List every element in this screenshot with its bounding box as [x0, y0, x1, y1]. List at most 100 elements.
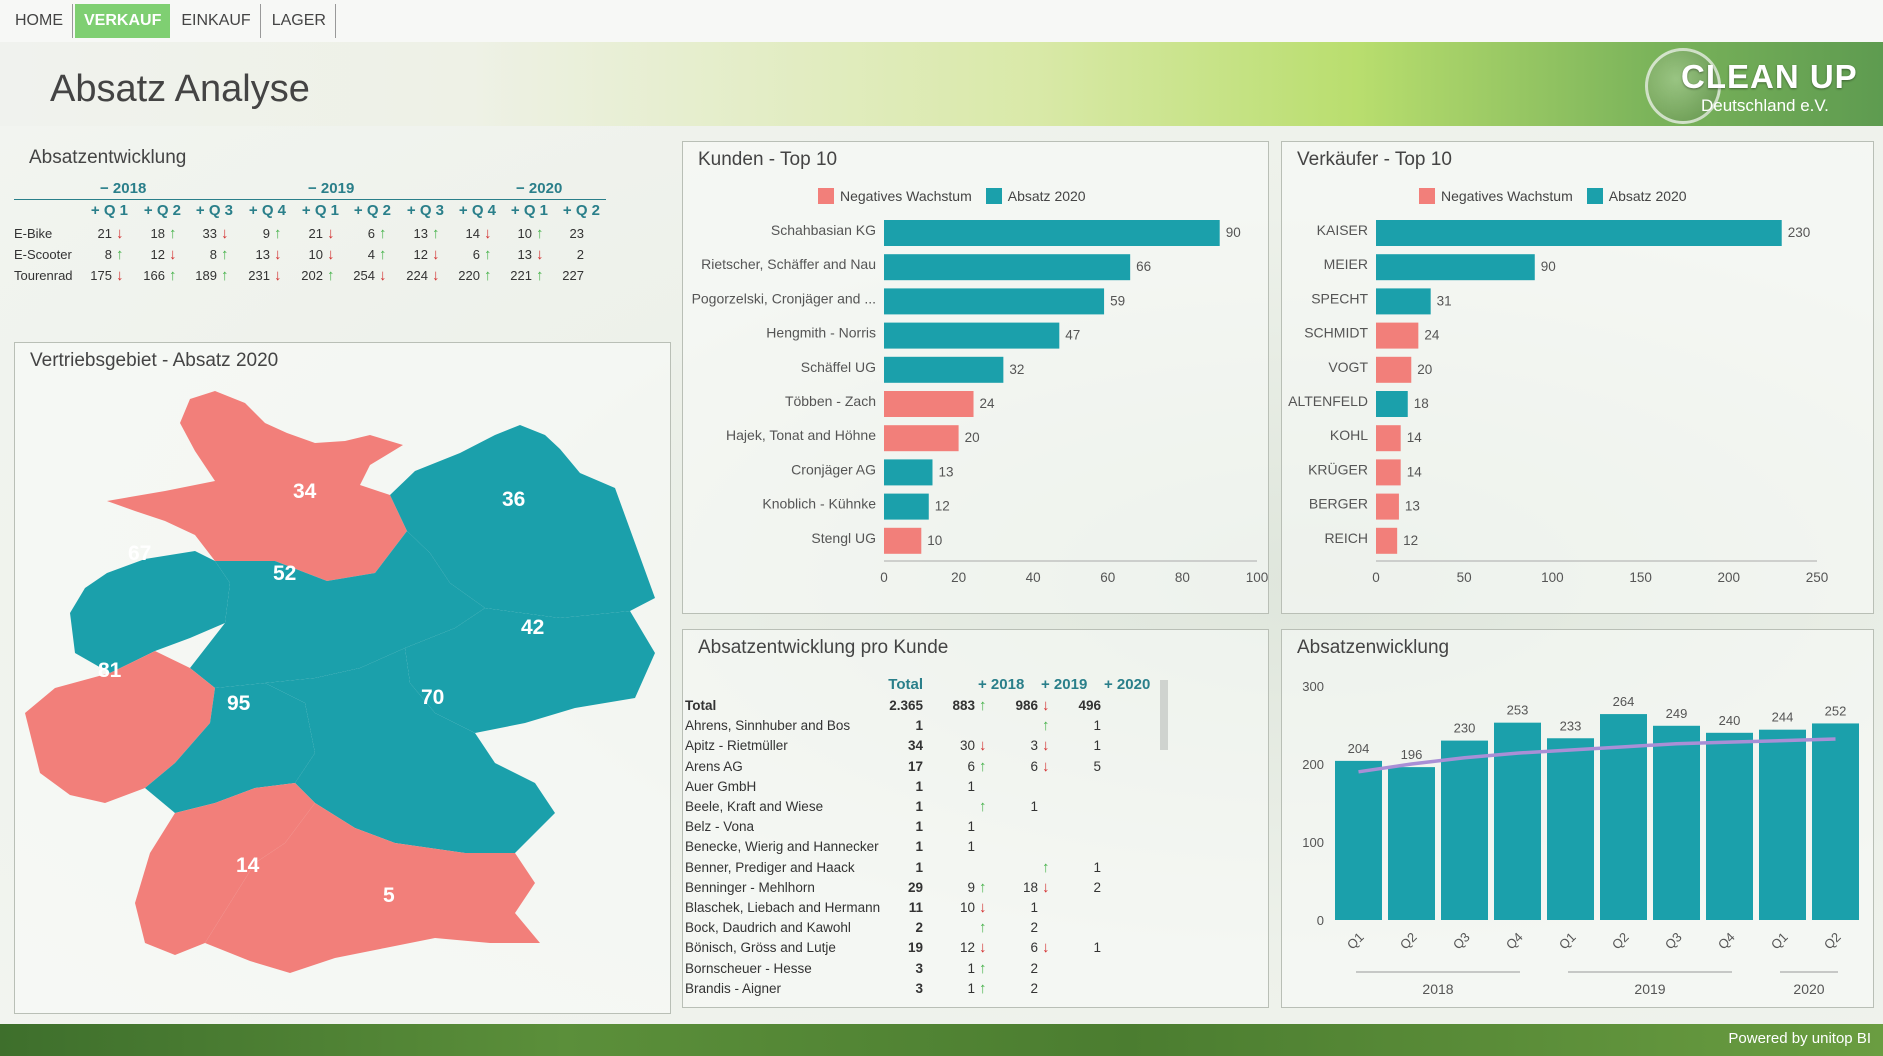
quarter-header[interactable]: + Q 2 [562, 202, 600, 219]
column-bar[interactable] [1812, 723, 1859, 920]
total-value: 1 [915, 718, 923, 734]
column-bar[interactable] [1388, 767, 1435, 920]
map-region-70[interactable] [265, 648, 555, 853]
quarter-header[interactable]: + Q 2 [353, 202, 391, 219]
bar[interactable] [884, 322, 1060, 349]
map-region-5[interactable] [205, 803, 540, 973]
column-header-2018[interactable]: + 2018 [978, 676, 1025, 693]
map-region-67[interactable] [70, 551, 230, 673]
quarter-header[interactable]: + Q 3 [406, 202, 444, 219]
arrow-down-icon: ↓ [116, 225, 124, 242]
page-title: Absatz Analyse [50, 68, 310, 110]
year-group-label: 2019 [1634, 981, 1665, 997]
cell-value: 2 [576, 247, 584, 262]
quarter-header[interactable]: + Q 2 [143, 202, 181, 219]
column-bar[interactable] [1547, 738, 1594, 920]
bar[interactable] [1376, 391, 1408, 417]
column-header-Total[interactable]: Total [888, 676, 923, 693]
map-region-34[interactable] [107, 391, 407, 581]
customer-name[interactable]: Belz - Vona [685, 819, 755, 835]
bar[interactable] [884, 356, 1004, 383]
y-tick-label: 200 [1302, 757, 1324, 772]
year-header-2020[interactable]: − 2020 [516, 180, 563, 197]
customer-name[interactable]: Bornscheuer - Hesse [685, 960, 812, 976]
map-region-52[interactable] [190, 531, 485, 688]
column-bar[interactable] [1759, 729, 1806, 920]
year-value: 2 [1030, 920, 1038, 936]
arrow-up-icon: ↑ [979, 757, 987, 775]
bar[interactable] [1376, 322, 1419, 349]
bar[interactable] [884, 288, 1105, 315]
customer-name[interactable]: Benecke, Wierig and Hannecker [685, 839, 879, 855]
table-scrollbar[interactable] [1160, 680, 1168, 750]
category-label: BERGER [1309, 496, 1368, 512]
tick-label: 100 [1246, 570, 1268, 585]
nav-lager[interactable]: LAGER [263, 4, 336, 38]
bar[interactable] [884, 493, 929, 520]
bar[interactable] [884, 220, 1220, 246]
column-bar[interactable] [1653, 725, 1700, 920]
year-value: 1 [1030, 900, 1038, 915]
chart-legend: Negatives Wachstum Absatz 2020 [1419, 188, 1687, 204]
customer-name[interactable]: Bönisch, Gröss and Lutje [685, 940, 836, 956]
customer-name[interactable]: Benninger - Mehlhorn [685, 879, 815, 895]
nav-home[interactable]: HOME [6, 4, 73, 38]
year-header-2018[interactable]: − 2018 [100, 180, 147, 197]
quarter-header[interactable]: + Q 4 [248, 202, 286, 219]
region-labels: 34 36 67 52 42 81 95 70 14 5 [98, 480, 544, 907]
map-region-label-5: 5 [383, 884, 395, 907]
kunde-table: Total + 2018 + 2019 + 2020 Total 2.365 883 ↑ 986… [683, 670, 1163, 1007]
bar[interactable] [884, 425, 959, 452]
arrow-down-icon: ↓ [979, 737, 987, 755]
year-header-2019[interactable]: − 2019 [308, 180, 355, 197]
customer-name[interactable]: Blaschek, Liebach and Hermann [685, 900, 881, 915]
bar[interactable] [884, 527, 922, 554]
bar[interactable] [1376, 459, 1401, 486]
cell-value: 33 [202, 226, 217, 241]
quarter-header[interactable]: + Q 3 [195, 202, 233, 219]
map-region-14[interactable] [135, 783, 315, 955]
customer-name[interactable]: Arens AG [685, 758, 743, 774]
map-region-95[interactable] [145, 683, 315, 813]
bar[interactable] [884, 254, 1131, 281]
nav-verkauf[interactable]: VERKAUF [75, 4, 171, 38]
bar[interactable] [1376, 527, 1398, 554]
column-header-2019[interactable]: + 2019 [1041, 676, 1088, 693]
tick-label: 80 [1175, 570, 1190, 585]
bar[interactable] [884, 459, 933, 486]
arrow-up-icon: ↑ [484, 267, 492, 284]
column-bar[interactable] [1441, 740, 1488, 920]
data-label: 13 [938, 464, 953, 479]
customer-name[interactable]: Brandis - Aigner [685, 980, 782, 996]
bar[interactable] [1376, 254, 1535, 281]
quarter-header[interactable]: + Q 4 [458, 202, 496, 219]
bar[interactable] [1376, 288, 1431, 315]
absatzentwicklung-panel: Absatzentwicklung − 2018 − 2019 − 2020 + Q … [14, 142, 614, 302]
map-region-42[interactable] [405, 608, 655, 733]
map-region-81[interactable] [25, 651, 215, 803]
bar[interactable] [1376, 425, 1401, 452]
column-header-2020[interactable]: + 2020 [1104, 676, 1151, 693]
column-bar[interactable] [1335, 760, 1382, 920]
customer-name[interactable]: Bock, Daudrich and Kawohl [685, 920, 851, 936]
map-region-36[interactable] [390, 425, 655, 618]
bar[interactable] [1376, 493, 1399, 520]
quarter-header[interactable]: + Q 1 [510, 202, 548, 219]
customer-name[interactable]: Ahrens, Sinnhuber and Bos [685, 718, 851, 734]
column-bar[interactable] [1706, 732, 1753, 920]
panel-title: Verkäufer - Top 10 [1297, 149, 1452, 170]
arrow-up-icon: ↑ [1042, 717, 1050, 735]
customer-name[interactable]: Auer GmbH [685, 778, 757, 794]
customer-name[interactable]: Beele, Kraft and Wiese [685, 799, 824, 814]
bar[interactable] [884, 391, 974, 417]
x-tick-label: Q3 [1662, 929, 1685, 952]
data-label: 12 [935, 499, 950, 514]
nav-einkauf[interactable]: EINKAUF [172, 4, 261, 38]
bar[interactable] [1376, 356, 1412, 383]
quarter-header[interactable]: + Q 1 [301, 202, 339, 219]
bar[interactable] [1376, 220, 1782, 246]
quarter-header[interactable]: + Q 1 [90, 202, 128, 219]
customer-name[interactable]: Apitz - Rietmüller [685, 738, 788, 754]
data-label: 233 [1560, 718, 1582, 733]
customer-name[interactable]: Benner, Prediger and Haack [685, 859, 855, 875]
